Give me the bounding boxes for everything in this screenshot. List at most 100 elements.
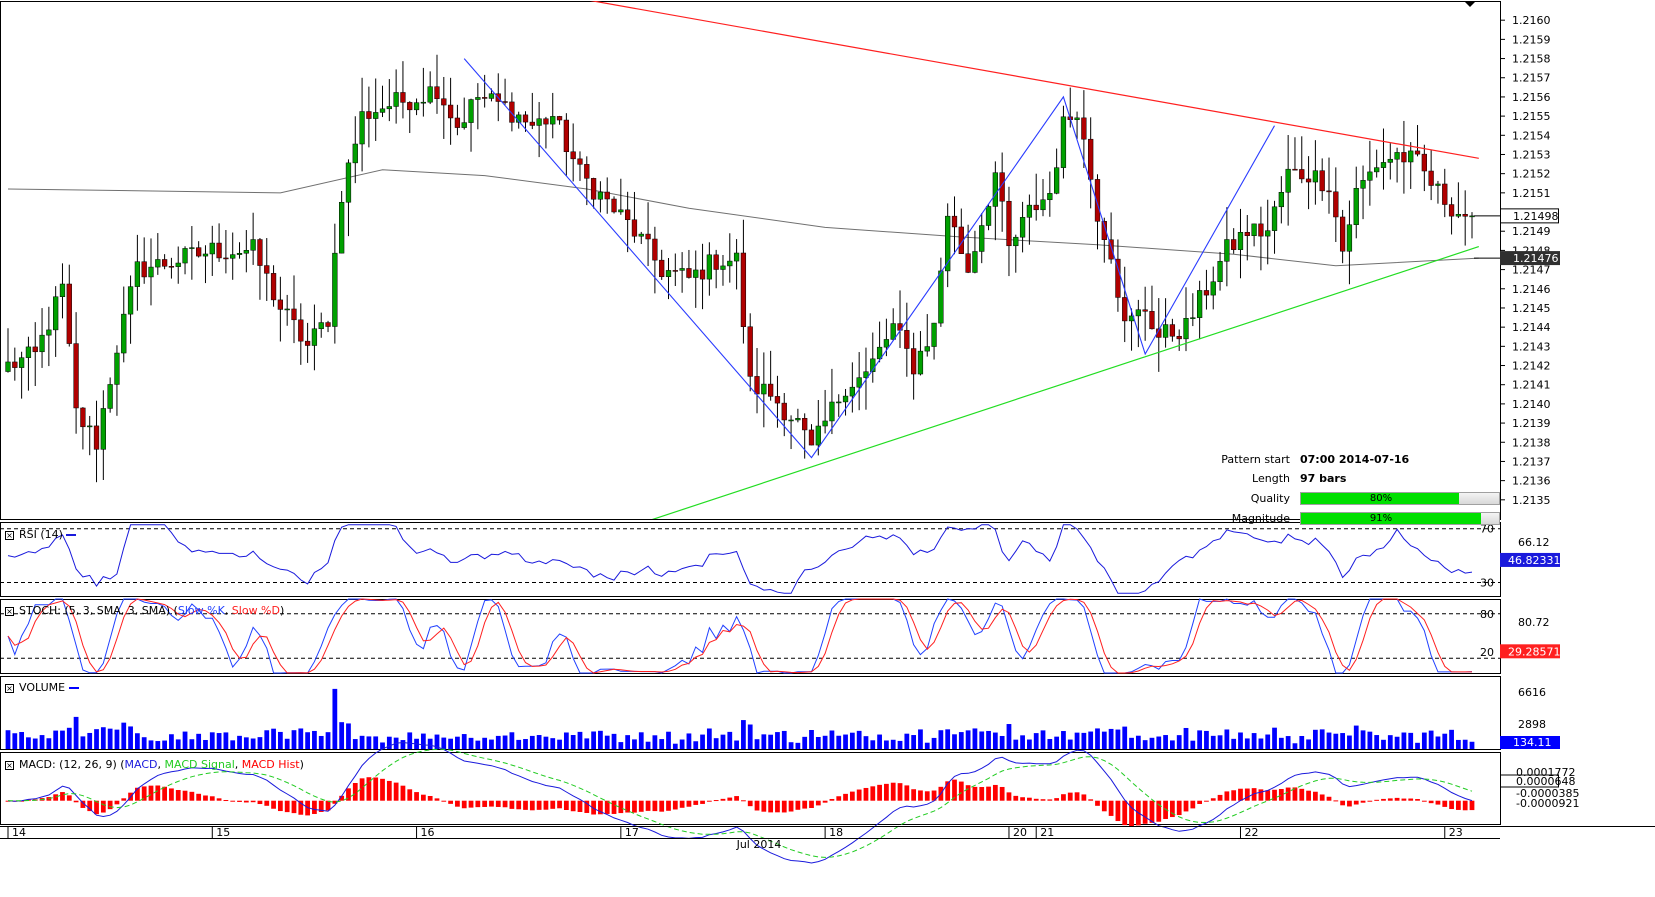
volume-collapse-icon[interactable]: × — [5, 684, 14, 693]
candle — [979, 225, 985, 252]
volume-bar — [73, 716, 79, 749]
macd-hist-bar — [121, 798, 127, 801]
volume-bar — [182, 731, 188, 749]
volume-bar — [80, 736, 86, 749]
candle — [59, 283, 66, 297]
candle — [1326, 190, 1332, 193]
macd-hist-bar — [625, 800, 631, 813]
macd-hist-bar — [175, 790, 181, 801]
volume-bar — [802, 736, 808, 749]
macd-hist-bar — [632, 800, 637, 813]
candle — [1319, 170, 1325, 192]
macd-hist-bar — [741, 800, 746, 802]
volume-bar — [1149, 737, 1155, 749]
volume-bar — [720, 734, 726, 749]
candle — [1339, 216, 1346, 252]
macd-hist-bar — [420, 794, 426, 801]
macd-collapse-icon[interactable]: × — [5, 761, 14, 770]
volume-bar — [761, 734, 767, 749]
price-tick-label: 1.2159 — [1512, 33, 1551, 46]
candle — [686, 268, 692, 278]
volume-bar — [781, 730, 787, 749]
candle — [972, 251, 978, 273]
price-axis: 1.2160 1.2159 1.2158 1.2157 1.2156 1.2155 1.21… — [1474, 14, 1560, 507]
rsi-level-30-label: 30 — [1480, 577, 1494, 590]
macd-hist-bar — [216, 798, 222, 801]
rsi-title: RSI (14) — [19, 528, 77, 541]
volume-bar — [625, 735, 631, 749]
macd-hist-bar — [1067, 792, 1073, 801]
volume-bar — [536, 735, 542, 749]
volume-bar — [1340, 733, 1346, 749]
candle — [468, 99, 474, 123]
price-tick-label: 1.2155 — [1512, 110, 1551, 123]
candle — [1149, 311, 1155, 330]
volume-bar — [529, 735, 535, 749]
macd-hist-bar — [557, 800, 562, 809]
volume-bar — [264, 730, 270, 749]
macd-hist-bar — [1088, 799, 1094, 801]
candle — [1210, 281, 1216, 296]
macd-hist-bar — [659, 800, 665, 812]
macd-hist-bar — [1265, 790, 1271, 801]
macd-hist-bar — [1421, 800, 1427, 802]
volume-bar — [291, 730, 297, 749]
volume-bar — [1360, 730, 1366, 749]
volume-bar — [400, 740, 406, 749]
volume-bar — [754, 739, 760, 749]
volume-bar — [1210, 735, 1216, 749]
quality-bar: 80% — [1300, 492, 1500, 505]
macd-hist-bar — [1408, 798, 1414, 801]
macd-hist-bar — [60, 792, 65, 801]
rsi-collapse-icon[interactable]: × — [5, 531, 14, 540]
volume-bar — [366, 736, 372, 749]
candle — [53, 296, 59, 331]
price-tick-label: 1.2152 — [1512, 168, 1551, 181]
candle — [345, 162, 352, 203]
candle — [1271, 206, 1278, 231]
volume-bar — [128, 726, 133, 749]
stoch-collapse-icon[interactable]: × — [5, 607, 14, 616]
ma-price-box — [1500, 251, 1560, 266]
candle — [454, 117, 461, 128]
macd-hist-bar — [713, 800, 719, 802]
stoch-level-8072-label: 80.72 — [1518, 616, 1550, 629]
candle — [1135, 309, 1141, 317]
volume-bar — [734, 740, 739, 749]
volume-bar — [352, 739, 358, 749]
candle — [870, 358, 876, 372]
macd-hist-bar — [809, 800, 814, 808]
volume-bar — [706, 728, 712, 749]
macd-hist-bar — [114, 800, 120, 805]
candle — [522, 114, 529, 123]
macd-hist-bar — [203, 795, 208, 801]
volume-bar — [1033, 733, 1039, 749]
scroll-marker-icon[interactable] — [1464, 1, 1476, 7]
macd-hist-bar — [502, 800, 508, 808]
volume-bar — [986, 730, 991, 749]
last-price-label: 1.21498 — [1513, 210, 1559, 223]
candle — [720, 265, 726, 270]
macd-hist-bar — [509, 800, 515, 809]
volume-bar — [604, 735, 610, 749]
candle — [529, 121, 535, 126]
candle — [39, 334, 45, 353]
macd-hist-bar — [1455, 800, 1461, 810]
macd-hist-bar — [598, 800, 603, 815]
candle — [829, 401, 835, 422]
candle — [1374, 167, 1380, 173]
volume-bar — [700, 734, 705, 749]
macd-hist-bar — [1020, 797, 1025, 801]
volume-bar — [1449, 729, 1454, 749]
volume-bar — [407, 732, 413, 749]
candle — [1258, 223, 1264, 237]
candle — [931, 322, 937, 347]
macd-hist-bar — [448, 800, 453, 804]
macd-hist-bar — [1251, 788, 1257, 801]
macd-hist-bar — [931, 790, 937, 801]
volume-bar — [373, 736, 379, 749]
macd-hist-bar — [346, 788, 351, 801]
macd-hist-bar — [1272, 789, 1277, 801]
macd-hist-bar — [1381, 798, 1386, 801]
macd-hist-bar — [107, 800, 113, 810]
